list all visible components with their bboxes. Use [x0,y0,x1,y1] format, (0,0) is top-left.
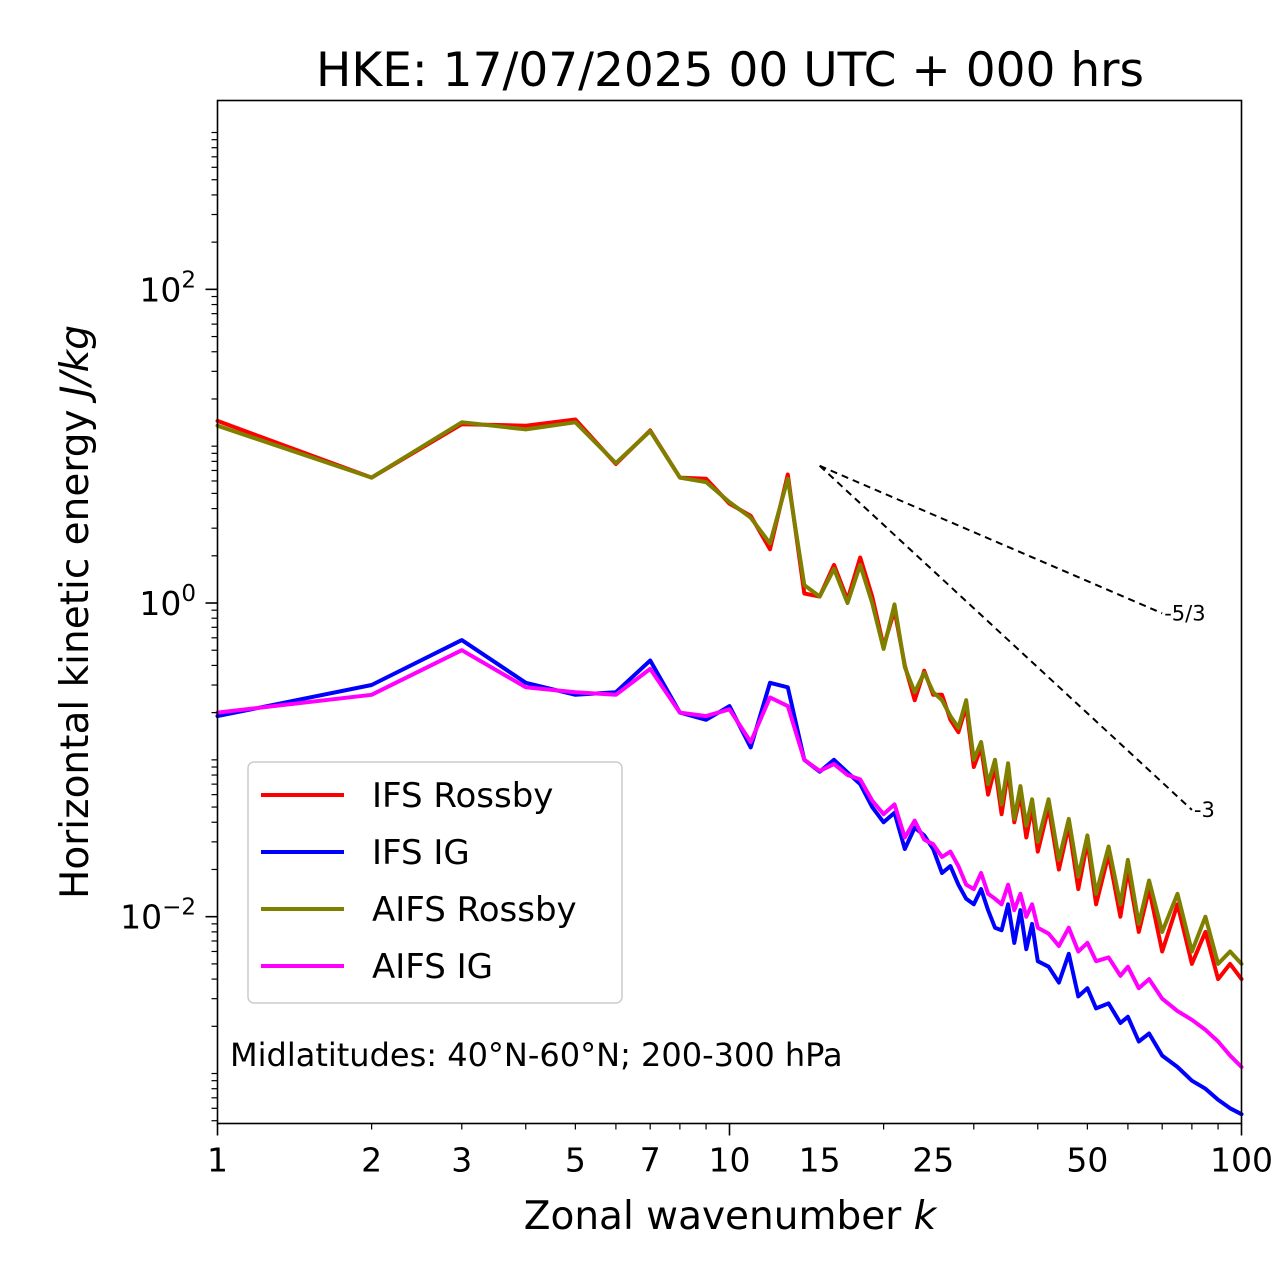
y-tick-label: 102 [139,267,196,309]
reference-slope-label-1: -3 [1194,798,1215,822]
x-tick-label: 7 [640,1141,661,1180]
y-tick-label: 10−2 [120,895,196,937]
y-axis-label-italic: J/kg [53,325,98,404]
y-tick-base: 10 [120,898,162,937]
x-tick-label: 100 [1210,1141,1273,1180]
y-tick-exponent: 0 [181,581,196,607]
legend-items: IFS Rossby IFS IG AIFS Rossby AIFS IG [261,776,577,987]
x-tick-label: 15 [799,1141,841,1180]
y-tick-exponent: −2 [162,895,196,921]
reference-slope-label-0: -5/3 [1164,601,1205,625]
legend-box [247,761,623,1004]
region-annotation: Midlatitudes: 40°N-60°N; 200-300 hPa [230,1036,843,1074]
x-tick-label: 10 [709,1141,751,1180]
series-line-3 [215,648,1244,1069]
x-tick-label: 1 [207,1141,228,1180]
x-tick-label: 5 [565,1141,586,1180]
legend-label-3: AIFS IG [372,947,493,987]
x-tick-label: 25 [912,1141,954,1180]
legend: IFS Rossby IFS IG AIFS Rossby AIFS IG [247,761,623,1004]
reference-slope-layer: -5/3 -3 [818,464,1215,822]
y-tick-base: 10 [139,270,181,309]
chart-title: HKE: 17/07/2025 00 UTC + 000 hrs [316,43,1144,98]
series-layer [215,417,1244,1117]
x-tick-label: 2 [361,1141,382,1180]
x-tick-label: 3 [451,1141,472,1180]
y-tick-exponent: 2 [181,267,196,293]
legend-label-0: IFS Rossby [372,776,553,816]
legend-label-1: IFS IG [372,833,470,873]
x-axis-ticks: 1 2 3 5 7 10 15 25 50 100 [207,1123,1273,1180]
reference-slope-line-1 [818,465,1193,811]
series-line-2 [215,420,1244,966]
x-axis-label-text: Zonal wavenumber [524,1194,914,1239]
x-tick-label: 50 [1066,1141,1108,1180]
y-axis-label-text: Horizontal kinetic energy [53,397,98,899]
legend-label-2: AIFS Rossby [372,890,577,930]
x-axis-label: Zonal wavenumber k [524,1194,938,1239]
y-axis-label: Horizontal kinetic energy J/kg [53,325,98,899]
x-axis-label-italic: k [914,1194,938,1239]
y-tick-label: 100 [139,581,196,623]
y-tick-base: 10 [139,584,181,623]
reference-slope-line-0 [819,464,1163,615]
